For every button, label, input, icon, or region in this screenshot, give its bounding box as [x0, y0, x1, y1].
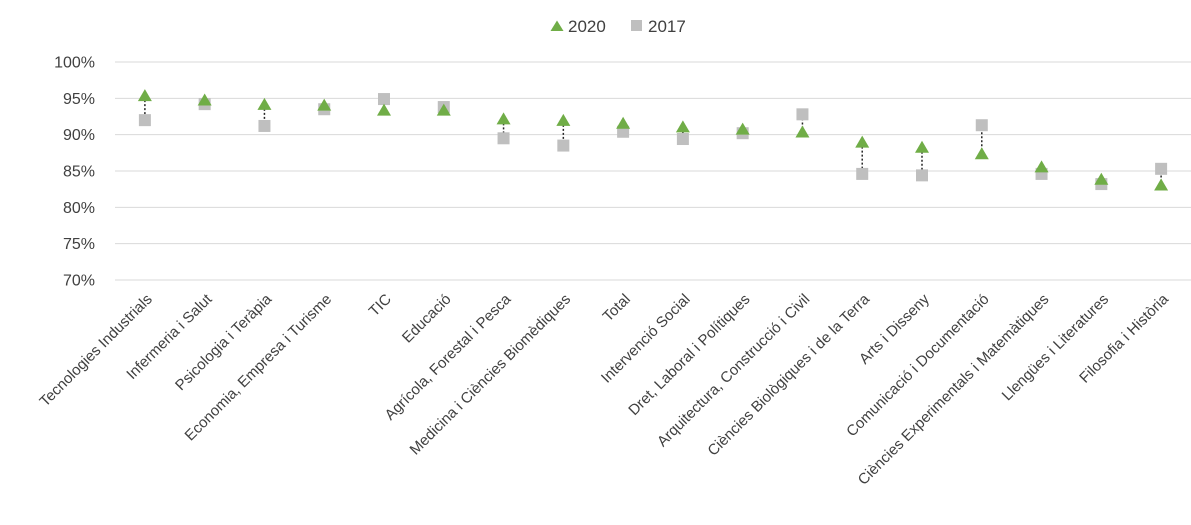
point-2017: [258, 119, 271, 132]
x-category-label: TIC: [366, 291, 395, 320]
x-category-label: Dret, Laboral i Polítiques: [625, 291, 753, 419]
x-category-label: Educació: [399, 291, 455, 347]
x-category-label: Llengües i Literatures: [999, 291, 1112, 404]
legend: 2020 2017: [550, 17, 686, 36]
y-tick-label: 80%: [63, 200, 95, 217]
point-2017: [1155, 162, 1168, 175]
point-2020: [735, 122, 750, 135]
point-2017: [796, 108, 809, 121]
y-tick-label: 75%: [63, 236, 95, 253]
y-tick-label: 70%: [63, 273, 95, 290]
data-markers: [137, 89, 1169, 191]
point-2017: [378, 93, 390, 106]
y-tick-label: 90%: [63, 127, 95, 144]
point-2017: [676, 133, 689, 146]
y-axis-ticks: 70% 75% 80% 85% 90% 95% 100%: [54, 55, 95, 290]
point-2020: [556, 113, 571, 126]
point-2020: [1034, 160, 1049, 173]
x-category-label: Tecnologies Industrials: [36, 291, 155, 410]
point-2017: [975, 119, 988, 132]
legend-label-2020: 2020: [568, 17, 606, 36]
point-2017: [557, 139, 570, 152]
point-2020: [377, 103, 391, 116]
x-category-label: Total: [600, 291, 634, 325]
y-tick-label: 100%: [54, 55, 95, 72]
point-2020: [795, 125, 810, 138]
point-2020: [496, 112, 511, 125]
point-2020: [1094, 172, 1109, 185]
point-2020: [197, 93, 212, 106]
y-tick-label: 85%: [63, 164, 95, 181]
point-2017: [916, 169, 928, 182]
point-2020: [436, 103, 451, 116]
point-2017: [138, 114, 151, 127]
legend-label-2017: 2017: [648, 17, 686, 36]
point-2020: [1154, 178, 1169, 191]
gridlines: [115, 61, 1191, 281]
point-2020: [317, 98, 332, 111]
point-2017: [497, 132, 510, 145]
point-2017: [856, 167, 869, 180]
point-2020: [257, 97, 272, 110]
point-2020: [974, 147, 989, 160]
legend-marker-2017: [631, 20, 642, 31]
legend-marker-2020: [550, 20, 564, 31]
point-2020: [915, 140, 929, 153]
point-2020: [675, 120, 690, 133]
point-2020: [616, 116, 631, 129]
point-2020: [855, 135, 870, 148]
point-2020: [137, 89, 152, 102]
y-tick-label: 95%: [63, 91, 95, 108]
connectors: [144, 96, 1162, 186]
